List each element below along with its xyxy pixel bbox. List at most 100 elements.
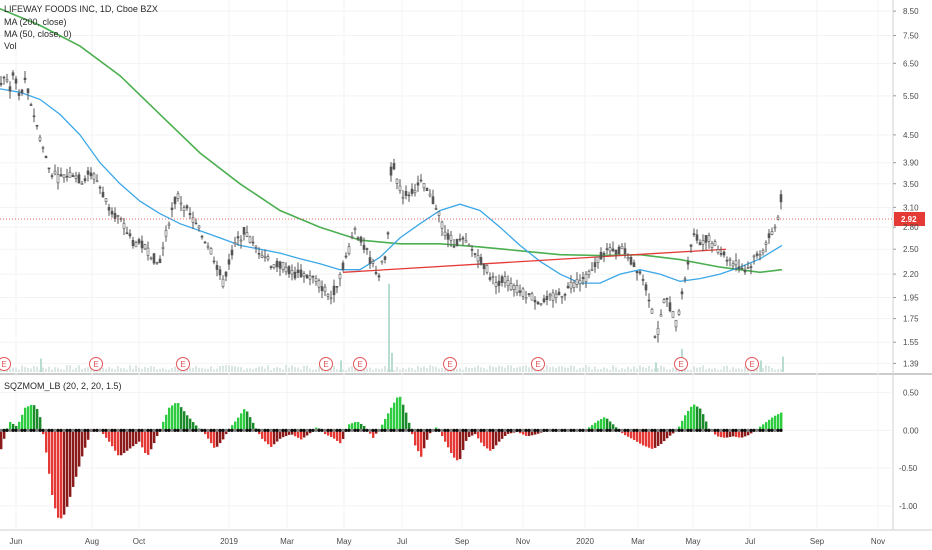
candle [581,271,585,286]
squeeze-dot [416,428,420,432]
squeeze-dot [251,428,255,432]
volume-bar [40,358,42,372]
squeeze-dot [71,428,75,432]
y-tick-label: 1.39 [903,359,919,368]
earnings-marker[interactable]: E [89,357,103,371]
candle-body [44,155,48,159]
trendline[interactable] [342,248,727,273]
candle [401,190,405,205]
momentum-bar [252,422,255,431]
earnings-marker[interactable]: E [674,357,688,371]
momentum-bar [342,430,345,440]
earnings-marker[interactable]: E [176,357,190,371]
squeeze-dot [749,428,753,432]
volume-bar [516,367,518,372]
candle-body [524,297,528,300]
candle [701,234,705,252]
candle [419,174,423,183]
candle-body [446,233,450,240]
earnings-marker[interactable]: E [745,357,759,371]
volume-bar [642,367,644,372]
earnings-marker[interactable]: E [531,357,545,371]
candle [383,255,387,264]
volume-bar [546,365,548,372]
squeeze-dot [488,428,492,432]
candle [278,260,282,276]
volume-bar [69,365,71,372]
candle [71,172,75,178]
squeeze-dot [143,428,147,432]
momentum-bar [39,417,42,431]
candle [32,108,36,123]
volume-bar [111,368,113,372]
trendline-segment[interactable] [342,248,727,273]
volume-bar [495,367,497,372]
volume-bar [561,366,563,372]
candle-body [599,251,603,260]
momentum-bar [210,430,213,444]
candle [296,262,300,279]
momentum-bar [360,423,363,431]
momentum-bar [498,430,501,442]
volume-bar [228,365,230,372]
momentum-bar [726,430,729,438]
squeeze-dot [587,428,591,432]
squeeze-dot [665,428,669,432]
momentum-bar [81,430,84,457]
candle [428,189,432,198]
volume-bar [336,369,338,372]
candle [554,289,558,304]
candle-body [101,191,105,198]
squeeze-dot [632,428,636,432]
earnings-marker[interactable]: E [0,357,11,371]
squeeze-dot [650,428,654,432]
squeeze-dot [719,428,723,432]
candle-body [443,231,447,236]
squeeze-dot [203,428,207,432]
candle [569,275,573,294]
momentum-bar [663,430,666,442]
volume-bars [0,283,784,372]
candle-body [548,294,552,297]
volume-bar [504,367,506,372]
candle-body [134,242,138,248]
candle-body [542,298,546,303]
earnings-marker[interactable]: E [443,357,457,371]
squeeze-dot [44,428,48,432]
candle [566,282,570,289]
momentum-bar [351,423,354,431]
candle [311,275,315,284]
candle [284,262,288,276]
last-price-badge [894,212,925,227]
squeeze-dot [761,428,765,432]
momentum-bar [471,430,474,436]
candle [659,309,663,317]
earnings-marker[interactable]: E [353,357,367,371]
candle-body [197,225,201,229]
momentum-bar [660,430,663,444]
candle [356,236,360,242]
volume-bar [696,367,698,372]
squeeze-dot [293,428,297,432]
candle [380,260,384,265]
volume-bar [768,365,770,372]
candle-body [539,303,543,305]
candle [95,174,99,183]
candle-body [596,256,600,263]
legend-vol: Vol [4,41,17,51]
squeeze-dot [365,428,369,432]
volume-bar [594,366,596,372]
volume-bar [531,365,533,372]
candle [443,225,447,240]
momentum-bar [456,430,459,461]
candle-body [245,232,249,237]
candle-body [50,175,54,177]
squeeze-dot [161,428,165,432]
volume-bar [648,365,650,372]
earnings-marker[interactable]: E [319,357,333,371]
candle [131,236,135,249]
candle-body [305,274,309,279]
volume-bar [618,369,620,372]
